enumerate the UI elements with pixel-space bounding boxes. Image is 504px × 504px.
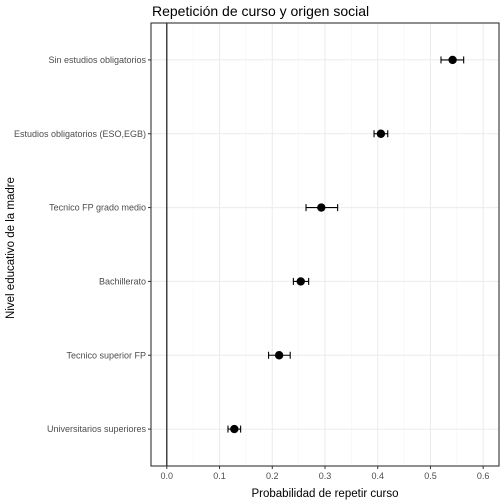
data-point [230, 425, 238, 433]
chart-title: Repetición de curso y origen social [152, 3, 369, 19]
data-point [377, 130, 385, 138]
x-tick-label: 0.6 [477, 471, 490, 481]
x-tick-label: 0.2 [266, 471, 279, 481]
x-tick-label: 0.0 [161, 471, 174, 481]
x-tick-label: 0.1 [213, 471, 226, 481]
x-tick-label: 0.5 [424, 471, 437, 481]
data-point [317, 203, 325, 211]
y-tick-label: Estudios obligatorios (ESO,EGB) [14, 129, 146, 139]
x-axis-title: Probabilidad de repetir curso [251, 488, 398, 500]
y-tick-label: Sin estudios obligatorios [48, 55, 146, 65]
x-tick-label: 0.3 [319, 471, 332, 481]
data-point [448, 56, 456, 64]
y-tick-label: Tecnico superior FP [66, 350, 146, 360]
y-axis-ticks: Sin estudios obligatorios Estudios obliga… [14, 55, 151, 434]
y-tick-label: Universitarios superiores [47, 424, 147, 434]
y-axis-title: Nivel educativo de la madre [5, 177, 17, 319]
data-point [297, 277, 305, 285]
data-points [230, 56, 457, 434]
x-axis-ticks: 0.0 0.1 0.2 0.3 0.4 0.5 0.6 [161, 466, 490, 481]
x-tick-label: 0.4 [371, 471, 384, 481]
error-bars [228, 56, 464, 432]
data-point [275, 351, 283, 359]
y-tick-label: Tecnico FP grado medio [49, 203, 146, 213]
grid-major [151, 23, 499, 466]
y-tick-label: Bachillerato [99, 276, 146, 286]
